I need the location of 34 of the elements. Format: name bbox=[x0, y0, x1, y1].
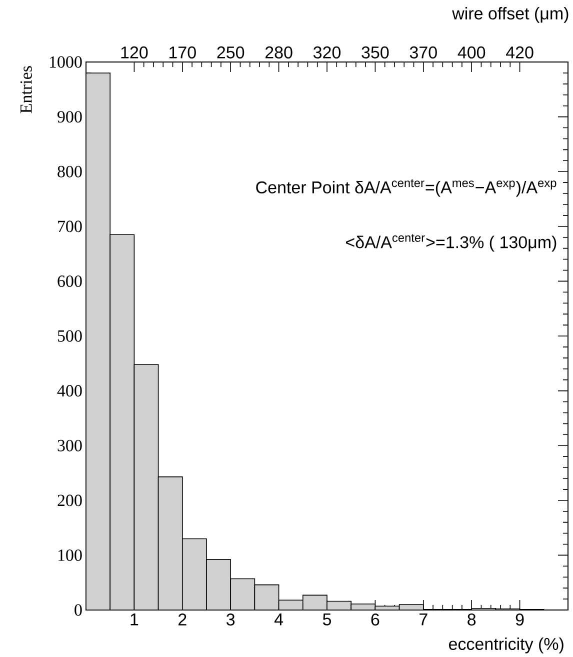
x-tick-label: 3 bbox=[226, 614, 235, 626]
text: 350 bbox=[362, 46, 389, 58]
y-tick-label: 400 bbox=[57, 385, 82, 397]
x-tick-label: 4 bbox=[274, 614, 284, 626]
x-tick-label: 2 bbox=[178, 614, 186, 626]
x-tick-label: 9 bbox=[516, 614, 524, 626]
y-tick-label: 700 bbox=[58, 220, 82, 232]
y-tick-label: 600 bbox=[58, 275, 82, 287]
x-tick-label: 7 bbox=[420, 614, 428, 626]
x2-axis-title: wire offset (μm) bbox=[452, 7, 568, 23]
x-tick-label: 8 bbox=[468, 614, 476, 626]
y-tick-label: 300 bbox=[58, 440, 82, 452]
y-tick-label: 0 bbox=[74, 604, 82, 616]
annotation: <δA/A$^{center}$>=1.3% ( 130μm) bbox=[346, 234, 556, 252]
x-tick-label: 5 bbox=[322, 614, 331, 626]
y-tick-label: 200 bbox=[58, 494, 82, 506]
x-tick-label: 1 bbox=[130, 614, 138, 626]
text: 420 bbox=[506, 46, 534, 58]
text: 120 bbox=[121, 46, 148, 58]
text: 170 bbox=[170, 46, 196, 58]
y-tick-label: 100 bbox=[58, 549, 82, 561]
y-axis-title: Entries bbox=[20, 66, 32, 114]
text: 320 bbox=[313, 46, 341, 58]
y-tick-label: 500 bbox=[58, 330, 82, 342]
text: 280 bbox=[265, 46, 292, 58]
y-tick-label: 900 bbox=[58, 111, 82, 123]
y-tick-label: 1000 bbox=[50, 56, 82, 68]
text: 370 bbox=[410, 46, 437, 58]
text: 250 bbox=[217, 46, 244, 58]
text: 400 bbox=[458, 46, 486, 58]
annotation: Center Point δA/A$^{center}$=(A$^{mes}$−A$^{exp}$)/A$^{exp}$ bbox=[256, 179, 556, 197]
x-tick-label: 6 bbox=[371, 614, 380, 626]
y-tick-label: 800 bbox=[58, 166, 82, 178]
x-axis-title: eccentricity (%) bbox=[448, 638, 564, 654]
